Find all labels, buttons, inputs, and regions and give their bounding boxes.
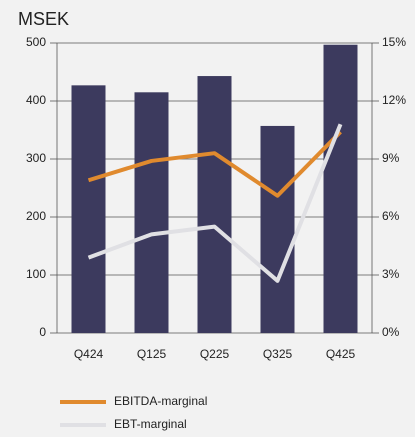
y2-tick-label: 3% [382, 267, 400, 281]
bar [71, 85, 106, 333]
bar [323, 44, 358, 334]
legend-label: EBT-marginal [114, 417, 187, 431]
x-tick-label: Q325 [263, 347, 293, 361]
bar [197, 76, 232, 333]
line [87, 130, 342, 198]
y2-tick-label: 6% [382, 209, 400, 223]
y-tick-label: 0 [39, 325, 46, 339]
y2-tick-label: 12% [382, 93, 406, 107]
y-tick-label: 400 [26, 93, 46, 107]
x-tick-label: Q425 [326, 347, 356, 361]
legend-label: EBITDA-marginal [114, 394, 207, 408]
y2-tick-label: 15% [382, 35, 406, 49]
bar [134, 92, 169, 333]
bar [260, 125, 295, 333]
y-tick-label: 500 [26, 35, 46, 49]
y2-tick-label: 9% [382, 151, 400, 165]
y-tick-label: 100 [26, 267, 46, 281]
x-tick-label: Q424 [74, 347, 104, 361]
x-tick-label: Q125 [137, 347, 167, 361]
line [87, 123, 343, 283]
y-tick-label: 200 [26, 209, 46, 223]
x-tick-label: Q225 [200, 347, 230, 361]
chart-title: MSEK [18, 9, 69, 29]
y-tick-label: 300 [26, 151, 46, 165]
y2-tick-label: 0% [382, 325, 400, 339]
